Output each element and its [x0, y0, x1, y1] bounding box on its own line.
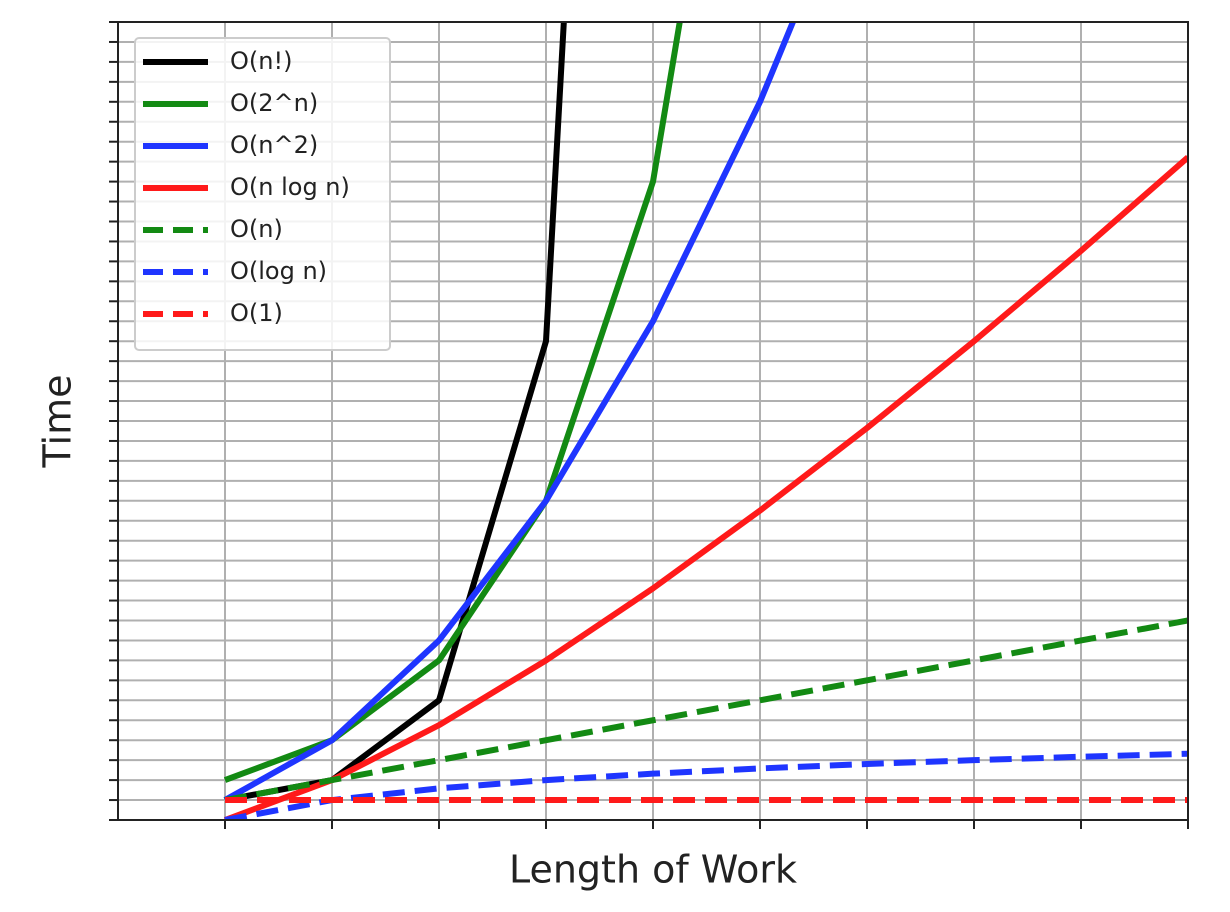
series-line [223, 155, 1188, 820]
legend-label: O(n log n) [230, 173, 350, 201]
legend-label: O(n!) [230, 47, 292, 75]
legend-label: O(log n) [230, 257, 327, 285]
series-line [224, 750, 1188, 820]
legend-label: O(1) [230, 299, 283, 327]
y-axis-label: Time [36, 375, 80, 469]
lines [223, 22, 1188, 820]
series-line [224, 617, 1188, 803]
legend-label: O(n^2) [230, 131, 318, 159]
legend-label: O(2^n) [230, 89, 318, 117]
x-axis-label: Length of Work [509, 848, 797, 892]
series-line [223, 22, 683, 783]
legend: O(n!) O(2^n) O(n^2) O(n log n) O(n) O(log n) O… [134, 37, 391, 351]
plot-frame [117, 21, 1189, 821]
legend-label: O(n) [230, 215, 283, 243]
series-line [223, 22, 797, 803]
legend-box [134, 37, 391, 351]
